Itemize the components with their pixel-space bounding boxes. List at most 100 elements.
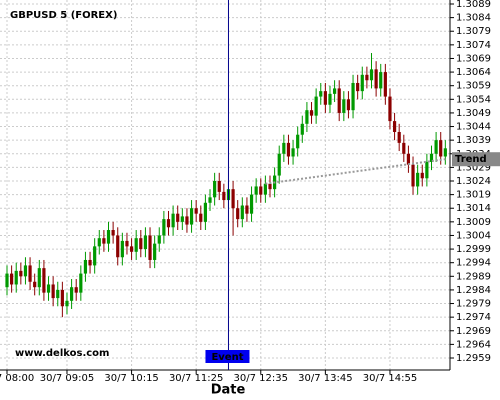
candle-body (83, 259, 88, 274)
candle-body (397, 131, 401, 143)
candle-body (346, 99, 351, 111)
candle-body (19, 270, 23, 277)
y-tick-label: 1.3059 (456, 81, 491, 92)
candle-body (254, 186, 258, 195)
x-axis-title: Date (211, 383, 246, 398)
candle-body (365, 74, 369, 81)
y-tick-label: 1.3079 (456, 26, 491, 37)
candle-body (51, 284, 55, 299)
candle-body (56, 289, 60, 299)
event-label: Event (211, 352, 243, 363)
y-tick-label: 1.3029 (456, 162, 491, 173)
candle-body (420, 172, 424, 179)
candle-body (74, 287, 78, 293)
candle-body (231, 189, 235, 209)
candle-body (208, 197, 212, 203)
candle-body (134, 238, 138, 252)
y-tick-label: 1.3054 (456, 94, 491, 105)
y-tick-label: 1.2969 (456, 326, 491, 337)
candle-body (236, 208, 240, 220)
candle-body (157, 235, 161, 244)
candle-body (106, 230, 111, 244)
candle-body (305, 110, 309, 124)
candle-body (392, 121, 397, 132)
x-tick-label: 30/7 10:15 (104, 373, 158, 384)
candle-body (434, 140, 438, 154)
candle-body (291, 148, 295, 157)
y-tick-label: 1.3049 (456, 108, 491, 119)
candle-body (300, 123, 304, 135)
y-tick-label: 1.3074 (456, 40, 491, 51)
candle-body (388, 96, 392, 122)
candle-body (309, 110, 314, 116)
watermark: www.delkos.com (15, 348, 109, 359)
candle-body (176, 213, 180, 222)
y-tick-label: 1.2994 (456, 258, 491, 269)
candle-body (102, 238, 106, 244)
candle-body (249, 194, 254, 214)
trend-label: Trend (455, 154, 487, 165)
candle-body (65, 300, 69, 307)
candle-body (383, 72, 387, 97)
candle-body (328, 93, 332, 105)
candle-body (148, 235, 152, 260)
candle-body (194, 208, 198, 214)
candle-body (116, 235, 120, 258)
candle-body (129, 246, 134, 252)
candle-body (28, 265, 32, 282)
candle-body (166, 219, 171, 228)
candle-body (143, 235, 148, 250)
candle-body (139, 238, 143, 250)
candle-body (217, 181, 221, 192)
y-tick-label: 1.3044 (456, 122, 491, 133)
y-tick-label: 1.3069 (456, 53, 491, 64)
candle-body (5, 273, 9, 288)
y-tick-label: 1.3089 (456, 0, 491, 10)
candle-body (185, 216, 189, 225)
candle-body (402, 142, 406, 154)
y-tick-label: 1.2989 (456, 271, 491, 282)
candle-body (337, 88, 341, 113)
candle-body (245, 205, 249, 214)
candle-body (342, 99, 346, 113)
trend-label-box (452, 152, 500, 167)
candle-body (79, 273, 83, 293)
candle-body (277, 153, 281, 176)
y-tick-label: 1.2959 (456, 353, 491, 364)
x-tick-label: 30/7 12:35 (234, 373, 288, 384)
candle-body (171, 213, 175, 228)
candle-body (374, 69, 378, 89)
candle-body (411, 164, 415, 187)
candle-body (323, 91, 327, 105)
candle-body (42, 268, 46, 293)
candle-body (153, 243, 157, 260)
y-tick-label: 1.2984 (456, 285, 491, 296)
y-tick-label: 1.3024 (456, 176, 491, 187)
plot-area (0, 0, 450, 370)
candle-body (93, 246, 97, 266)
event-label-box (205, 350, 250, 363)
chart-title: GBPUSD 5 (FOREX) (10, 10, 117, 21)
candle-body (10, 273, 14, 285)
candle-body (14, 270, 18, 285)
candle-body (189, 208, 194, 225)
candle-body (286, 142, 291, 157)
x-tick-label: 30/7 14:55 (363, 373, 417, 384)
candle-body (199, 213, 203, 222)
candle-body (319, 91, 323, 97)
candle-body (180, 216, 184, 222)
candle-body (439, 140, 443, 157)
candle-body (120, 240, 124, 258)
candle-body (360, 74, 364, 92)
candle-body (416, 172, 420, 187)
candle-body (203, 202, 208, 222)
candle-body (162, 219, 166, 236)
x-tick-label: 30/7 13:45 (298, 373, 352, 384)
candle-body (429, 153, 434, 162)
candle-body (314, 96, 318, 116)
candle-body (23, 265, 28, 277)
candle-body (213, 181, 217, 198)
candle-body (88, 259, 92, 266)
candle-body (351, 82, 355, 111)
